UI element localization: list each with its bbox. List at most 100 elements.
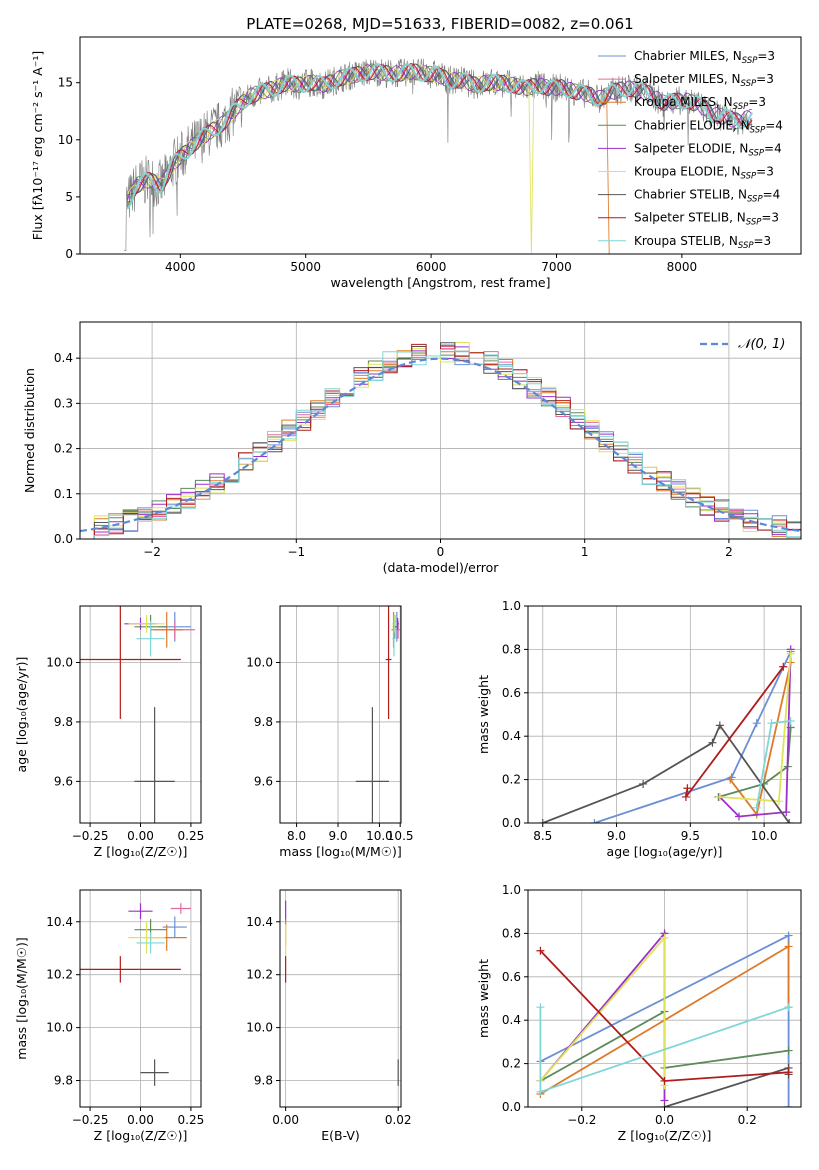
x-tick-label: 0 bbox=[437, 545, 445, 559]
legend-entry: Kroupa ELODIE, NSSP=3 bbox=[634, 165, 774, 182]
y-tick-label: 1.0 bbox=[502, 883, 521, 897]
x-tick-label: 0.00 bbox=[127, 1113, 154, 1127]
legend-entry: Chabrier MILES, NSSP=3 bbox=[634, 49, 775, 66]
weight-line bbox=[718, 727, 792, 798]
y-tick-label: 0.6 bbox=[502, 970, 521, 984]
plot-area-mass-vs-Z bbox=[80, 903, 191, 1086]
x-tick-label: 5000 bbox=[290, 260, 321, 274]
axes-frame bbox=[527, 605, 802, 824]
x-axis-label: Z [log₁₀(Z/Z☉)] bbox=[94, 1128, 188, 1143]
y-tick-label: 0.2 bbox=[54, 442, 73, 456]
weight-marker bbox=[784, 1046, 793, 1055]
y-axis-label: Normed distribution bbox=[22, 368, 37, 493]
x-tick-label: 0.2 bbox=[738, 1113, 757, 1127]
x-tick-label: 10.5 bbox=[387, 829, 414, 843]
plot-area-age-vs-mass bbox=[355, 606, 400, 823]
normal-curve bbox=[80, 357, 801, 533]
x-tick-label: 10.0 bbox=[751, 829, 778, 843]
x-tick-label: 2 bbox=[725, 545, 733, 559]
weight-marker bbox=[735, 812, 744, 821]
y-axis-label: mass weight bbox=[476, 959, 491, 1038]
weight-marker bbox=[726, 775, 735, 784]
weight-marker bbox=[784, 1003, 793, 1012]
y-tick-label: 10.2 bbox=[246, 968, 273, 982]
x-tick-label: −0.25 bbox=[72, 1113, 109, 1127]
y-axis-label: mass [log₁₀(M/M☉)] bbox=[14, 937, 29, 1059]
y-tick-label: 0.8 bbox=[502, 926, 521, 940]
y-tick-label: 10.0 bbox=[46, 1021, 73, 1035]
y-tick-label: 0.3 bbox=[54, 396, 73, 410]
spectrum-legend: Chabrier MILES, NSSP=3 Salpeter MILES, NS… bbox=[598, 49, 783, 251]
legend-entry: Salpeter ELODIE, NSSP=4 bbox=[634, 141, 782, 158]
y-tick-label: 10.0 bbox=[246, 1021, 273, 1035]
weight-marker bbox=[784, 931, 793, 940]
weight-marker bbox=[660, 1076, 669, 1085]
x-tick-label: 1 bbox=[581, 545, 589, 559]
weight-marker bbox=[784, 1103, 793, 1107]
x-axis-label: mass [log₁₀(M/M☉)] bbox=[279, 844, 401, 859]
y-tick-label: 0.8 bbox=[502, 642, 521, 656]
legend-entry: Kroupa MILES, NSSP=3 bbox=[634, 95, 766, 112]
legend-entry: Chabrier STELIB, NSSP=4 bbox=[634, 188, 780, 205]
plot-spectrum: 4000 5000 6000 7000 8000 0 5 10 15 wavelength [An… bbox=[30, 36, 802, 290]
plot-mass-vs-EBV: 0.00 0.02 9.8 10.0 10.2 10.4 E(B-V) bbox=[246, 889, 412, 1143]
plot-area-spectrum bbox=[123, 58, 753, 254]
weight-marker bbox=[752, 803, 761, 812]
x-tick-label: 9.0 bbox=[328, 829, 347, 843]
y-tick-label: 0.4 bbox=[54, 351, 73, 365]
weight-line bbox=[594, 651, 792, 823]
spectrum-model-line bbox=[126, 63, 753, 210]
y-tick-label: 5 bbox=[65, 190, 73, 204]
weight-marker bbox=[779, 662, 788, 671]
x-tick-label: 0.02 bbox=[385, 1113, 412, 1127]
x-tick-label: 4000 bbox=[165, 260, 196, 274]
plot-area-weight-vs-age bbox=[538, 645, 795, 823]
weight-marker bbox=[639, 779, 648, 788]
y-tick-label: 10.0 bbox=[246, 655, 273, 669]
y-tick-label: 10.0 bbox=[46, 655, 73, 669]
weight-marker bbox=[536, 1087, 545, 1096]
y-tick-label: 0.1 bbox=[54, 487, 73, 501]
residual-histogram bbox=[93, 342, 801, 539]
plot-area-mass-vs-EBV bbox=[285, 900, 399, 1086]
weight-marker bbox=[784, 942, 793, 951]
legend-entry: Kroupa STELIB, NSSP=3 bbox=[634, 234, 771, 251]
weight-marker bbox=[774, 797, 783, 806]
y-tick-label: 0 bbox=[65, 247, 73, 261]
legend-entry: 𝒩(0, 1) bbox=[738, 337, 785, 352]
y-tick-label: 0.2 bbox=[502, 1057, 521, 1071]
x-tick-label: −1 bbox=[287, 545, 305, 559]
weight-marker bbox=[536, 1003, 545, 1012]
weight-marker bbox=[782, 808, 791, 817]
y-tick-label: 0.0 bbox=[54, 532, 73, 546]
y-tick-label: 1.0 bbox=[502, 599, 521, 613]
x-axis-label: Z [log₁₀(Z/Z☉)] bbox=[94, 844, 188, 859]
spectrum-model-line bbox=[127, 63, 753, 196]
x-axis-label: (data-model)/error bbox=[383, 560, 500, 575]
y-tick-label: 9.8 bbox=[254, 715, 273, 729]
weight-marker bbox=[715, 721, 724, 730]
x-tick-label: 0.00 bbox=[272, 1113, 299, 1127]
weight-marker bbox=[536, 946, 545, 955]
x-tick-label: 0.25 bbox=[178, 1113, 205, 1127]
x-tick-label: 8.0 bbox=[287, 829, 306, 843]
legend-entry: Salpeter STELIB, NSSP=3 bbox=[634, 211, 779, 228]
y-tick-label: 0.0 bbox=[502, 1100, 521, 1114]
x-axis-label: age [log₁₀(age/yr)] bbox=[607, 844, 723, 859]
weight-line bbox=[539, 935, 666, 1086]
x-tick-label: 9.0 bbox=[607, 829, 626, 843]
y-tick-label: 10 bbox=[58, 133, 73, 147]
plot-residuals: −2 −1 0 1 2 0.0 0.1 0.2 0.3 0.4 (data-model)/error… bbox=[22, 321, 802, 575]
plot-area-residuals bbox=[80, 342, 801, 539]
x-axis-label: wavelength [Angstrom, rest frame] bbox=[330, 275, 550, 290]
axes-frame bbox=[79, 36, 802, 255]
y-tick-label: 0.6 bbox=[502, 686, 521, 700]
weight-marker bbox=[786, 649, 795, 658]
x-tick-label: 0.00 bbox=[127, 829, 154, 843]
axes-frame bbox=[279, 889, 402, 1108]
spectrum-model-line bbox=[127, 64, 535, 254]
weight-marker bbox=[784, 1068, 793, 1077]
y-tick-label: 9.8 bbox=[54, 1074, 73, 1088]
plot-mass-vs-Z: −0.25 0.00 0.25 9.8 10.0 10.2 10.4 Z [log₁₀(Z/Z… bbox=[14, 889, 205, 1143]
